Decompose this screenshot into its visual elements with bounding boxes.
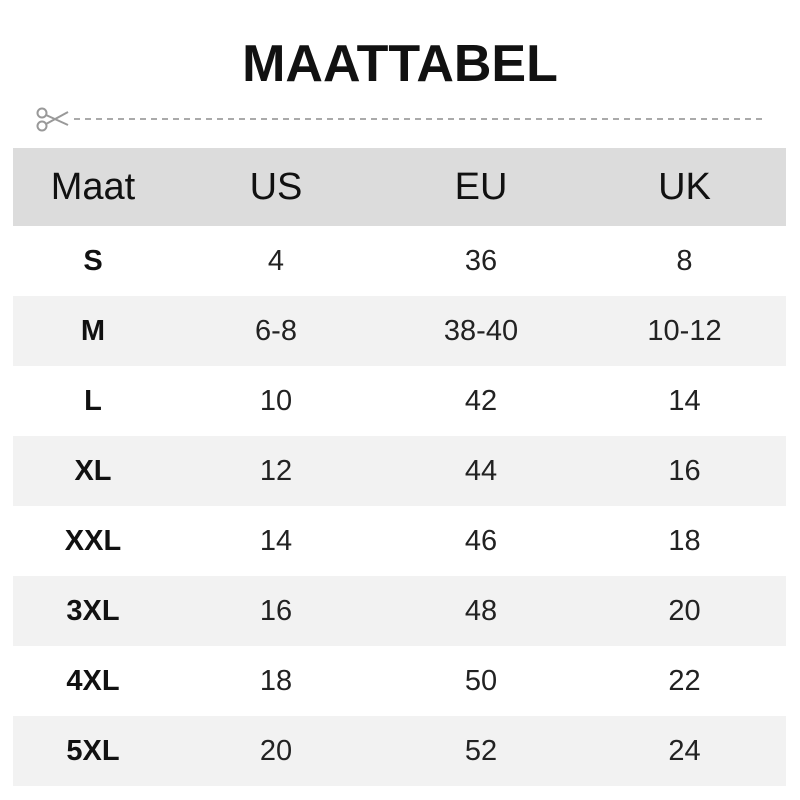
cell-uk: 10-12 bbox=[647, 314, 722, 347]
cell-us: 12 bbox=[259, 454, 293, 487]
table-row: M 6-8 38-40 10-12 bbox=[13, 296, 786, 366]
header-eu: EU bbox=[454, 165, 508, 208]
cell-eu: 44 bbox=[464, 454, 498, 487]
cell-uk: 18 bbox=[668, 524, 701, 557]
table-row: S 4 36 8 bbox=[13, 226, 786, 296]
cell-us: 20 bbox=[259, 734, 293, 767]
cell-uk: 24 bbox=[668, 734, 701, 767]
table-row: 4XL 18 50 22 bbox=[13, 646, 786, 716]
cell-us: 4 bbox=[267, 244, 285, 277]
page-title: MAATTABEL bbox=[242, 35, 558, 93]
cell-us: 10 bbox=[259, 384, 293, 417]
cell-eu: 50 bbox=[464, 664, 498, 697]
table-row: 3XL 16 48 20 bbox=[13, 576, 786, 646]
table-row: L 10 42 14 bbox=[13, 366, 786, 436]
cell-eu: 38-40 bbox=[443, 314, 519, 347]
cell-eu: 42 bbox=[464, 384, 498, 417]
cell-uk: 22 bbox=[668, 664, 701, 697]
header-maat: Maat bbox=[50, 165, 136, 208]
table-row: XXL 14 46 18 bbox=[13, 506, 786, 576]
cell-size: 4XL bbox=[66, 664, 120, 697]
table-header: Maat US EU UK bbox=[13, 148, 786, 226]
cell-size: S bbox=[83, 244, 103, 277]
cell-us: 14 bbox=[259, 524, 293, 557]
cell-uk: 14 bbox=[668, 384, 701, 417]
cell-eu: 52 bbox=[464, 734, 498, 767]
cell-eu: 48 bbox=[464, 594, 498, 627]
header-us: US bbox=[249, 165, 303, 208]
cell-eu: 36 bbox=[464, 244, 498, 277]
header-uk: UK bbox=[658, 165, 711, 208]
cell-uk: 8 bbox=[676, 244, 693, 277]
cell-uk: 16 bbox=[668, 454, 701, 487]
scissors-icon bbox=[36, 107, 69, 132]
cut-line bbox=[36, 107, 766, 132]
cell-eu: 46 bbox=[464, 524, 498, 557]
cell-size: M bbox=[80, 314, 106, 347]
cell-size: XXL bbox=[64, 524, 122, 557]
cell-us: 18 bbox=[259, 664, 293, 697]
cell-us: 6-8 bbox=[255, 314, 297, 347]
table-row: XL 12 44 16 bbox=[13, 436, 786, 506]
cell-us: 16 bbox=[259, 594, 293, 627]
table-row: 5XL 20 52 24 bbox=[13, 716, 786, 786]
cell-size: 5XL bbox=[66, 734, 120, 767]
size-table: Maat US EU UK S 4 36 8 M 6-8 38-40 10-12 L 10 42 14… bbox=[13, 148, 786, 786]
cell-size: L bbox=[84, 384, 102, 417]
cell-size: 3XL bbox=[66, 594, 120, 627]
cell-uk: 20 bbox=[668, 594, 701, 627]
cell-size: XL bbox=[74, 454, 112, 487]
